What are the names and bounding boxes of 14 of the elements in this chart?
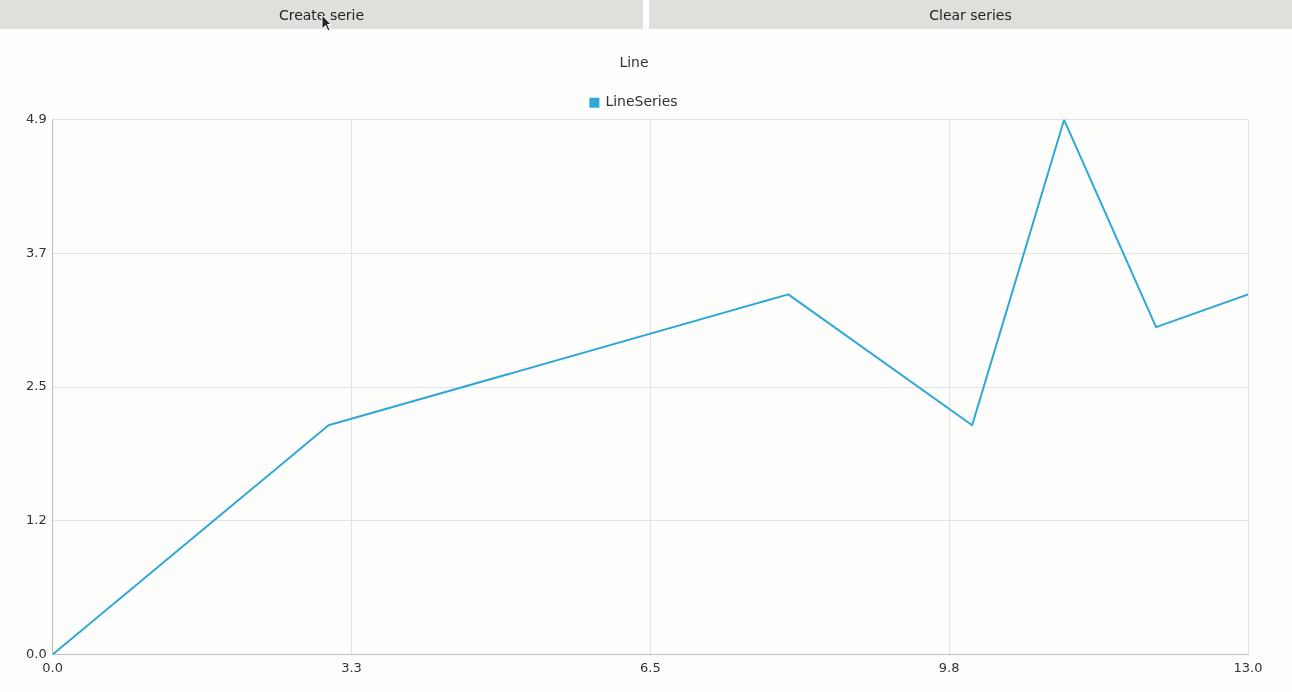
y-tick-label: 3.7 xyxy=(25,244,47,260)
x-tick-label: 13.0 xyxy=(1233,659,1263,675)
text: Clear series xyxy=(649,0,1292,29)
y-tick-label: 0.0 xyxy=(25,645,47,661)
x-tick-label: 3.3 xyxy=(341,659,362,675)
x-tick-label: 0.0 xyxy=(42,659,64,675)
x-tick-label: 6.5 xyxy=(639,659,661,675)
legend-label: LineSeries xyxy=(605,93,678,110)
y-tick-label: 4.9 xyxy=(25,111,47,127)
chart-title: Line xyxy=(619,54,649,71)
text: Create serie xyxy=(0,0,643,29)
y-tick-label: 2.5 xyxy=(25,378,47,394)
y-tick-label: 1.2 xyxy=(25,512,47,528)
x-tick-label: 9.8 xyxy=(938,659,960,675)
